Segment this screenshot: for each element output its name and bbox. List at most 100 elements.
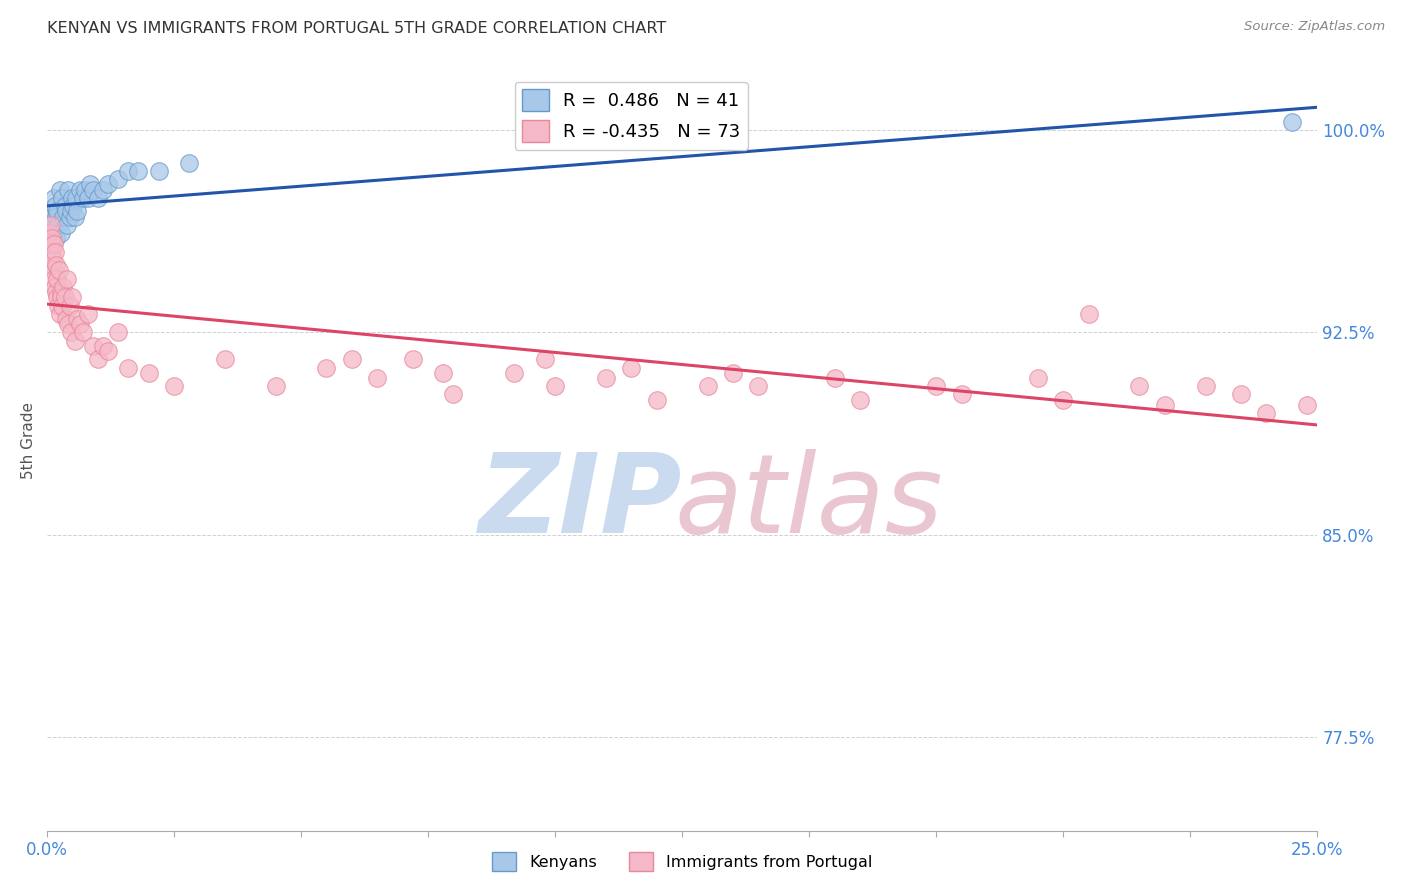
Point (63, 210, 86, 224)
Point (60, 290, 83, 304)
Point (824, 371, 846, 385)
Point (45, 231, 67, 245)
Point (42, 191, 65, 205)
Point (402, 352, 425, 367)
Point (46, 271, 69, 285)
Point (59, 210, 82, 224)
Text: Source: ZipAtlas.com: Source: ZipAtlas.com (1244, 20, 1385, 33)
Point (721, 366, 744, 380)
Point (58, 318, 80, 332)
Point (45, 210, 67, 224)
Point (87, 191, 110, 205)
Point (55, 312, 77, 326)
Point (127, 163, 149, 178)
Point (62, 199, 84, 213)
Point (117, 163, 139, 178)
Point (148, 163, 170, 178)
Point (44, 244, 66, 259)
Point (66, 312, 89, 326)
Point (340, 352, 363, 367)
Point (51, 290, 73, 304)
Point (41, 263, 63, 277)
Point (45, 290, 67, 304)
Point (38, 226, 60, 240)
Point (79, 178, 101, 192)
Point (60, 191, 83, 205)
Point (163, 379, 186, 393)
Point (107, 326, 129, 340)
Point (60, 326, 83, 340)
Point (117, 360, 139, 375)
Text: atlas: atlas (675, 450, 943, 557)
Point (53, 199, 76, 213)
Point (1256, 406, 1278, 420)
Point (51, 299, 73, 313)
Text: KENYAN VS IMMIGRANTS FROM PORTUGAL 5TH GRADE CORRELATION CHART: KENYAN VS IMMIGRANTS FROM PORTUGAL 5TH G… (46, 21, 666, 36)
Point (214, 352, 236, 367)
Point (41, 244, 63, 259)
Point (73, 183, 96, 197)
Point (747, 379, 769, 393)
Point (56, 218, 79, 232)
Point (1230, 387, 1253, 401)
Point (264, 379, 287, 393)
Point (503, 366, 526, 380)
Point (82, 339, 104, 353)
Point (46, 204, 69, 219)
Point (38, 218, 60, 232)
Point (42, 271, 65, 285)
Point (52, 210, 75, 224)
Point (48, 307, 70, 321)
Point (91, 339, 114, 353)
Point (58, 183, 80, 197)
Point (63, 334, 86, 348)
Point (45, 258, 67, 272)
Point (44, 199, 66, 213)
Point (1281, 115, 1303, 129)
Point (72, 326, 94, 340)
Point (52, 279, 75, 293)
Point (56, 271, 79, 285)
Point (49, 285, 72, 299)
Point (51, 226, 73, 240)
Point (87, 352, 110, 367)
Point (55, 204, 77, 219)
Point (39, 236, 62, 251)
Point (534, 352, 557, 367)
Point (39, 218, 62, 232)
Point (48, 183, 70, 197)
Point (41, 231, 63, 245)
Point (65, 191, 87, 205)
Point (645, 392, 668, 407)
Point (66, 204, 89, 219)
Text: ZIP: ZIP (479, 450, 682, 557)
Point (950, 387, 973, 401)
Point (366, 371, 388, 385)
Point (39, 236, 62, 251)
Point (925, 379, 948, 393)
Point (60, 204, 83, 219)
Point (45, 285, 67, 299)
Y-axis label: 5th Grade: 5th Grade (21, 401, 35, 479)
Point (76, 191, 98, 205)
Point (1296, 398, 1319, 412)
Point (138, 366, 160, 380)
Point (315, 360, 337, 375)
Point (69, 318, 91, 332)
Point (42, 252, 65, 267)
Point (39, 258, 62, 272)
Point (91, 183, 114, 197)
Point (46, 299, 69, 313)
Point (443, 387, 465, 401)
Point (849, 392, 872, 407)
Point (1052, 392, 1074, 407)
Point (595, 371, 617, 385)
Point (1077, 307, 1099, 321)
Point (41, 210, 63, 224)
Point (179, 155, 201, 169)
Point (51, 191, 73, 205)
Point (39, 204, 62, 219)
Legend: Kenyans, Immigrants from Portugal: Kenyans, Immigrants from Portugal (486, 846, 879, 878)
Point (48, 263, 70, 277)
Point (696, 379, 718, 393)
